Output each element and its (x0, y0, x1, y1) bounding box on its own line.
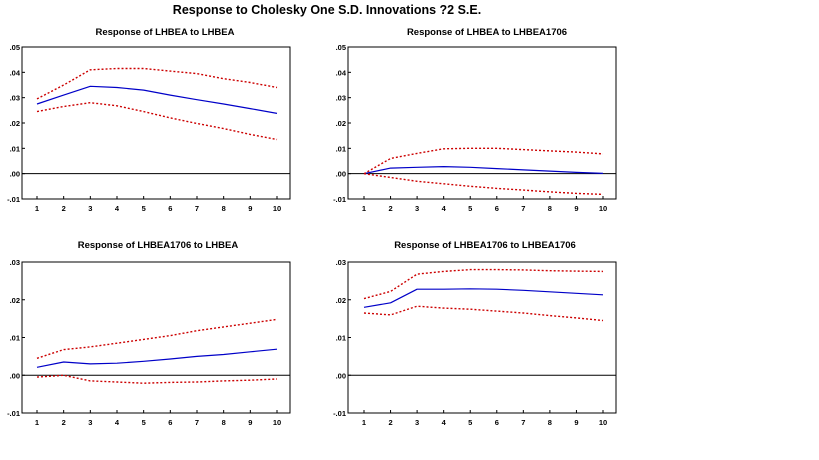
y-tick-label: .00 (336, 371, 346, 380)
x-tick-label: 4 (115, 204, 120, 213)
y-tick-label: .02 (10, 119, 20, 128)
x-tick-label: 7 (521, 204, 525, 213)
x-tick-label: 5 (468, 418, 472, 427)
response-line (36, 348, 278, 368)
y-tick-label: -.01 (7, 195, 20, 204)
panel-title: Response of LHBEA1706 to LHBEA1706 (394, 240, 576, 251)
upper-band-line (36, 318, 278, 359)
x-tick-label: 10 (599, 418, 607, 427)
response-line (363, 166, 604, 175)
x-tick-label: 4 (442, 204, 447, 213)
x-tick-label: 9 (574, 418, 578, 427)
y-tick-label: .00 (10, 170, 20, 179)
plot-frame (347, 261, 617, 414)
x-tick-label: 4 (115, 418, 120, 427)
panel-lhbea1706-to-lhbea1706: Response of LHBEA1706 to LHBEA1706 .03 .0… (333, 240, 617, 427)
y-tick-label: .05 (10, 43, 20, 52)
x-tick-label: 8 (222, 204, 226, 213)
x-tick-label: 1 (35, 418, 39, 427)
y-tick-label: .00 (336, 170, 346, 179)
response-line (363, 288, 604, 308)
y-tick-label: .02 (336, 296, 346, 305)
y-tick-label: .03 (10, 94, 20, 103)
x-tick-label: 10 (273, 418, 281, 427)
x-tick-label: 9 (574, 204, 578, 213)
x-tick-label: 3 (88, 418, 92, 427)
y-tick-label: .03 (336, 258, 346, 267)
lower-band-line (363, 173, 604, 196)
x-tick-label: 3 (88, 204, 92, 213)
y-tick-label: .03 (336, 94, 346, 103)
y-tick-label: .01 (336, 144, 346, 153)
x-tick-label: 2 (388, 204, 392, 213)
plot-frame (347, 46, 617, 200)
x-tick-label: 6 (168, 418, 172, 427)
y-tick-label: .00 (10, 371, 20, 380)
response-line (36, 85, 278, 114)
x-tick-label: 5 (142, 204, 146, 213)
x-tick-label: 9 (248, 204, 252, 213)
upper-band-line (36, 67, 278, 100)
panel-lhbea-to-lhbea: Response of LHBEA to LHBEA .05 .04 .03 .02.… (7, 27, 291, 213)
lower-band-line (363, 305, 604, 322)
x-tick-label: 8 (548, 418, 552, 427)
lower-band-line (36, 101, 278, 141)
y-tick-label: .01 (10, 144, 20, 153)
y-tick-label: .01 (10, 334, 20, 343)
x-tick-label: 10 (599, 204, 607, 213)
plot-frame (21, 46, 291, 200)
y-tick-label: .01 (336, 334, 346, 343)
y-tick-label: .02 (10, 296, 20, 305)
upper-band-line (363, 147, 604, 175)
x-tick-label: 1 (362, 418, 366, 427)
x-tick-label: 6 (168, 204, 172, 213)
x-tick-label: 10 (273, 204, 281, 213)
y-tick-label: -.01 (333, 409, 346, 418)
y-tick-label: .04 (336, 68, 347, 77)
x-tick-label: 8 (222, 418, 226, 427)
x-tick-label: 7 (195, 418, 199, 427)
x-tick-label: 1 (35, 204, 39, 213)
x-tick-label: 6 (495, 204, 499, 213)
y-tick-label: .02 (336, 119, 346, 128)
x-tick-label: 2 (388, 418, 392, 427)
x-tick-label: 8 (548, 204, 552, 213)
y-tick-label: .03 (10, 258, 20, 267)
x-tick-label: 5 (142, 418, 146, 427)
figure-title: Response to Cholesky One S.D. Innovation… (173, 3, 481, 17)
y-tick-label: .04 (10, 68, 21, 77)
x-tick-label: 6 (495, 418, 499, 427)
x-tick-label: 2 (62, 418, 66, 427)
panel-title: Response of LHBEA to LHBEA1706 (407, 27, 567, 38)
x-tick-label: 3 (415, 204, 419, 213)
x-tick-label: 9 (248, 418, 252, 427)
x-tick-label: 5 (468, 204, 472, 213)
x-tick-label: 2 (62, 204, 66, 213)
x-tick-label: 4 (442, 418, 447, 427)
panel-lhbea1706-to-lhbea: Response of LHBEA1706 to LHBEA .03 .02 .01… (7, 240, 291, 427)
y-tick-label: .05 (336, 43, 346, 52)
x-tick-label: 1 (362, 204, 366, 213)
x-tick-label: 7 (195, 204, 199, 213)
x-tick-label: 3 (415, 418, 419, 427)
y-tick-label: -.01 (333, 195, 346, 204)
panel-title: Response of LHBEA1706 to LHBEA (78, 240, 239, 251)
panel-title: Response of LHBEA to LHBEA (96, 27, 235, 38)
y-tick-label: -.01 (7, 409, 20, 418)
lower-band-line (36, 374, 278, 384)
panel-lhbea-to-lhbea1706: Response of LHBEA to LHBEA1706 .05 .04 .03… (333, 27, 617, 213)
x-tick-label: 7 (521, 418, 525, 427)
upper-band-line (363, 268, 604, 300)
